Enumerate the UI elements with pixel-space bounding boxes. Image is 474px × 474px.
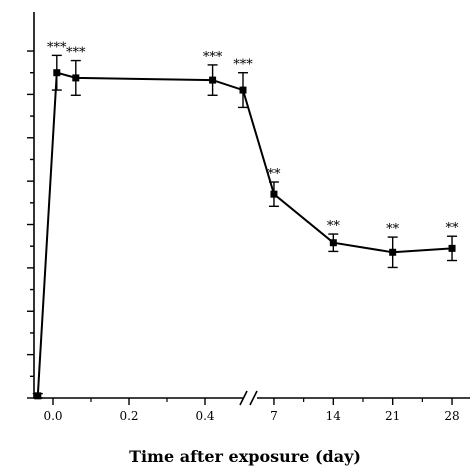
chart-plot-area: *** *** ********** ** ** bbox=[32, 40, 460, 400]
x-tick-label: 0.4 bbox=[195, 409, 214, 423]
data-point bbox=[329, 239, 337, 247]
x-tick-label: 7 bbox=[270, 409, 278, 423]
data-point bbox=[448, 244, 456, 252]
x-tick-label: 21 bbox=[385, 409, 400, 423]
axis-break-mark bbox=[249, 390, 258, 406]
significance-label: *** bbox=[233, 58, 253, 73]
significance-label: ** bbox=[386, 222, 400, 237]
data-point bbox=[53, 69, 61, 77]
x-tick-label: 28 bbox=[444, 409, 459, 423]
significance-label: *** bbox=[66, 46, 86, 61]
data-point bbox=[389, 248, 397, 256]
x-axis-title: Time after exposure (day) bbox=[129, 447, 361, 466]
axis-break-mark bbox=[239, 390, 248, 406]
significance-label: ** bbox=[267, 167, 281, 182]
x-tick-label: 0.2 bbox=[119, 409, 138, 423]
data-point bbox=[270, 190, 278, 198]
significance-label: ** bbox=[327, 219, 341, 234]
significance-label: *** bbox=[203, 50, 223, 65]
significance-label: ** bbox=[446, 221, 460, 236]
x-tick-label: 0.0 bbox=[43, 409, 62, 423]
significance-label: *** bbox=[47, 40, 67, 55]
data-point bbox=[34, 392, 42, 400]
x-tick-label: 14 bbox=[326, 409, 342, 423]
data-point bbox=[209, 76, 217, 84]
chart-axes: 0.0 0.2 0.4 7 14 21 28 bbox=[27, 12, 470, 423]
data-point bbox=[72, 74, 80, 82]
data-point bbox=[239, 86, 247, 94]
